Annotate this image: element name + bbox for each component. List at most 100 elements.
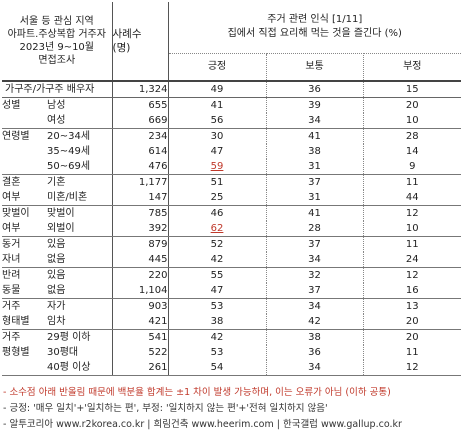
sample-size: 1,177: [112, 174, 169, 190]
sample-size: 879: [112, 236, 169, 252]
segment-label: 외벌이: [47, 221, 113, 237]
negative-pct: 28: [405, 130, 419, 142]
sample-size: 445: [112, 252, 169, 268]
neutral-pct: 37: [265, 236, 364, 252]
column-header-negative: 부정: [363, 52, 462, 82]
table-row: 연령별 20~34세 234 30 41 28: [2, 128, 461, 144]
cases-header-line: 사례수: [112, 28, 142, 40]
table-row: 50~69세 476 59 31 9: [2, 159, 462, 175]
segment-group-label: [2, 159, 47, 175]
sample-size: 220: [112, 267, 169, 283]
segment-group-label: 연령별: [2, 130, 30, 142]
question-title: 주거 관련 인식 [1/11] 집에서 직접 요리해 먹는 것을 즐긴다 (%): [168, 2, 461, 53]
positive-pct: 42: [168, 252, 267, 268]
neutral-pct: 34: [265, 298, 364, 314]
positive-pct: 51: [210, 176, 224, 188]
positive-pct: 59: [168, 159, 267, 175]
segment-header: 서울 등 관심 지역 아파트.주상복합 거주자 2023년 9~10월 면접조사: [2, 2, 113, 82]
neutral-pct: 32: [265, 267, 364, 283]
neutral-pct: 37: [265, 283, 364, 299]
positive-pct: 41: [210, 99, 224, 111]
segment-group-label: 맞벌이: [2, 207, 30, 219]
segment-group-label: 결혼: [2, 176, 21, 188]
neutral-pct: 41: [265, 128, 364, 144]
segment-group-label: [2, 360, 47, 376]
segment-group-label: 거주: [2, 300, 21, 312]
column-header-neutral: 보통: [265, 52, 364, 82]
segment-label: 없음: [47, 283, 113, 299]
table-row: 거주 자가 903 53 34 13: [2, 298, 461, 314]
header-line: 서울 등 관심 지역: [19, 16, 94, 27]
sample-size: 614: [112, 144, 169, 159]
segment-label: 35~49세: [47, 144, 113, 159]
positive-pct: 47: [168, 283, 267, 299]
sample-size: 261: [112, 360, 169, 376]
neutral-pct: 36: [265, 345, 364, 360]
negative-pct: 14: [405, 145, 419, 157]
cases-header-line: (명): [112, 42, 131, 54]
sample-size: 785: [112, 205, 169, 221]
positive-pct: 46: [210, 207, 224, 219]
table-row: 동물 없음 1,104 47 37 16: [2, 283, 462, 299]
survey-table: 서울 등 관심 지역 아파트.주상복합 거주자 2023년 9~10월 면접조사…: [2, 2, 462, 376]
footnote-definitions: - 긍정: '매우 일치'+'일치하는 편', 부정: '일치하지 않는 편'+…: [3, 403, 328, 414]
table-row: 여부 외벌이 392 62 28 10: [2, 221, 462, 237]
sample-size: 1,104: [112, 283, 169, 299]
footnote-sources: - 알투코리아 www.r2korea.co.kr | 희림건축 www.hee…: [3, 419, 402, 430]
positive-pct: 56: [168, 113, 267, 129]
negative-pct: 20: [405, 331, 419, 343]
column-header-positive: 긍정: [168, 52, 267, 82]
table-row: 여부 미혼/비혼 147 25 31 44: [2, 190, 462, 206]
negative-pct: 15: [363, 81, 462, 98]
neutral-pct: 31: [265, 159, 364, 175]
negative-pct: 11: [405, 238, 419, 250]
segment-label: 30평대: [47, 345, 113, 360]
neutral-pct: 38: [265, 329, 364, 345]
segment-label: 20~34세: [47, 128, 113, 144]
sample-size: 392: [112, 221, 169, 237]
negative-pct: 9: [363, 159, 462, 175]
footnotes: - 소수점 아래 반올림 때문에 백분율 합계는 ±1 차이 발생 가능하며, …: [3, 385, 462, 433]
table-row: 성별 남성 655 41 39 20: [2, 97, 461, 113]
segment-label: 있음: [47, 267, 113, 283]
segment-label: 없음: [47, 252, 113, 268]
table-row: 거주 29평 이하 541 42 38 20: [2, 329, 461, 345]
negative-pct: 11: [405, 346, 419, 358]
table-row: 여성 669 56 34 10: [2, 113, 462, 129]
negative-pct: 16: [363, 283, 462, 299]
segment-group-label: 성별: [2, 99, 21, 111]
segment-group-label: 자녀: [2, 252, 47, 268]
neutral-pct: 34: [265, 252, 364, 268]
segment-group-label: 형태별: [2, 314, 47, 330]
segment-label: 40평 이상: [47, 360, 113, 376]
title-line: 주거 관련 인식 [1/11]: [267, 14, 363, 26]
negative-pct: 20: [405, 99, 419, 111]
neutral-pct: 42: [265, 314, 364, 330]
sample-size: 476: [112, 159, 169, 175]
segment-group-label: [2, 113, 47, 129]
neutral-pct: 36: [265, 81, 364, 98]
positive-pct: 52: [210, 238, 224, 250]
sample-size: 541: [112, 329, 169, 345]
segment-label: 있음: [47, 236, 113, 252]
segment-group-label: 반려: [2, 269, 21, 281]
segment-label: 임차: [47, 314, 113, 330]
segment-label: 기혼: [47, 174, 113, 190]
negative-pct: 44: [363, 190, 462, 206]
sample-size: 147: [112, 190, 169, 206]
positive-pct: 25: [168, 190, 267, 206]
negative-pct: 12: [405, 207, 419, 219]
sample-size: 522: [112, 345, 169, 360]
negative-pct: 20: [363, 314, 462, 330]
segment-label: 50~69세: [47, 159, 113, 175]
segment-label: 남성: [47, 97, 113, 113]
segment-label: 자가: [47, 298, 113, 314]
neutral-pct: 31: [265, 190, 364, 206]
table-row: 평형별 30평대 522 53 36 11: [2, 345, 461, 360]
sample-size: 903: [112, 298, 169, 314]
positive-pct: 53: [210, 300, 224, 312]
neutral-pct: 41: [265, 205, 364, 221]
negative-pct: 11: [405, 176, 419, 188]
table-row: 맞벌이 맞벌이 785 46 41 12: [2, 205, 461, 221]
